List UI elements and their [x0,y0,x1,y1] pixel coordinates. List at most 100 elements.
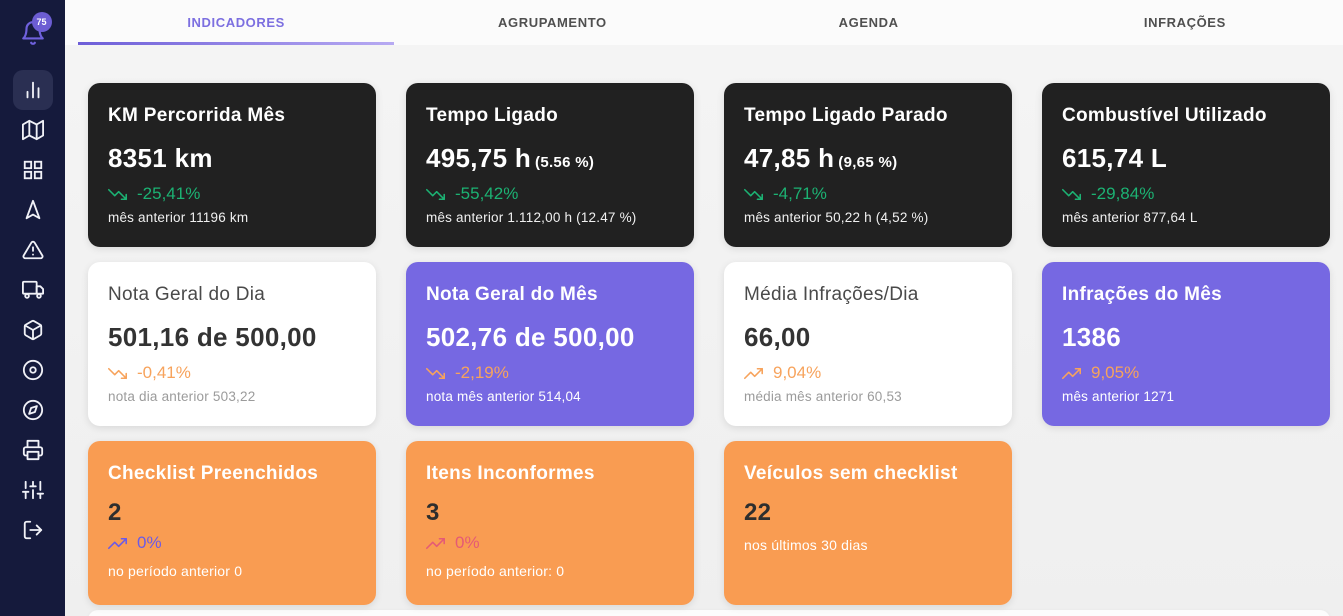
sidebar-item-navigation[interactable] [13,190,53,230]
sidebar-item-cargo[interactable] [13,310,53,350]
card-subtitle: no período anterior: 0 [426,563,565,579]
navigation-arrow-icon [25,199,40,220]
card-subtitle: mês anterior 1.112,00 h (12.47 %) [426,210,637,225]
card-subtitle: mês anterior 11196 km [108,210,249,225]
sidebar-item-logout[interactable] [13,510,53,550]
value-main: 495,75 h [426,143,532,173]
compass-icon [22,399,43,421]
value-suffix: (9,65 %) [838,154,898,171]
trend-indicator: 9,04% [744,363,992,383]
sidebar-item-indicators[interactable] [12,70,53,110]
card-subtitle: nota mês anterior 514,04 [426,389,581,404]
card-title: Itens Inconformes [426,463,595,484]
kpi-card-checklist-preenchidos: Checklist Preenchidos 2 0% no período an… [88,441,376,605]
sidebar: 75 [0,0,65,616]
kpi-card-media-infracoes: Média Infrações/Dia 66,00 9,04% média mê… [724,262,1012,426]
card-title: Tempo Ligado [426,105,559,126]
truck-icon [21,280,44,299]
trend-value: 0% [455,533,480,552]
sidebar-item-alerts[interactable] [13,230,53,270]
card-title: Checklist Preenchidos [108,463,319,484]
trending-up-icon [744,367,763,379]
card-title: Veículos sem checklist [744,463,958,484]
card-value: 22 [744,499,772,526]
card-value: 2 [108,499,122,526]
trend-value: -0,41% [137,363,191,382]
trending-down-icon [108,367,127,379]
next-row-card-peek [88,610,1330,616]
tab-agrupamento[interactable]: AGRUPAMENTO [498,15,607,30]
card-value: 3 [426,499,440,526]
trend-indicator: -2,19% [426,363,674,383]
card-title: Nota Geral do Mês [426,284,598,305]
value-suffix: (5.56 %) [535,154,595,171]
card-value: 615,74 L [1062,143,1168,173]
kpi-card-nota-mes: Nota Geral do Mês 502,76 de 500,00 -2,19… [406,262,694,426]
kpi-card-tempo-ligado-parado: Tempo Ligado Parado 47,85 h (9,65 %) -4,7… [724,83,1012,247]
card-subtitle: nota dia anterior 503,22 [108,389,256,404]
card-title: KM Percorrida Mês [108,105,286,126]
printer-icon [22,439,43,461]
card-subtitle: mês anterior 50,22 h (4,52 %) [744,210,929,225]
sidebar-item-settings[interactable] [13,470,53,510]
trending-down-icon [426,367,445,379]
card-subtitle: no período anterior 0 [108,563,243,579]
card-title: Combustível Utilizado [1062,105,1267,126]
notification-badge: 75 [31,12,52,32]
trending-down-icon [744,188,763,200]
main-area: INDICADORES AGRUPAMENTO AGENDA INFRAÇÕES… [65,0,1343,616]
grid-icon [23,160,42,180]
notifications-button[interactable]: 75 [13,10,53,56]
trend-value: 9,04% [773,363,822,382]
card-value: 501,16 de 500,00 [108,322,317,352]
value-main: 47,85 h [744,143,835,173]
tab-agenda[interactable]: AGENDA [838,15,899,30]
trending-down-icon [426,188,445,200]
trending-down-icon [108,188,127,200]
kpi-card-veiculos-sem-checklist: Veículos sem checklist 22 nos últimos 30… [724,441,1012,605]
tabbar: INDICADORES AGRUPAMENTO AGENDA INFRAÇÕES [65,0,1343,45]
trending-up-icon [1062,367,1081,379]
sidebar-item-map[interactable] [13,110,53,150]
sliders-icon [21,480,44,500]
card-subtitle: média mês anterior 60,53 [744,389,902,404]
trending-up-icon [426,537,445,549]
trend-value: -55,42% [455,184,519,203]
card-title: Nota Geral do Dia [108,284,266,305]
bar-chart-icon [26,81,39,99]
trend-indicator: 9,05% [1062,363,1310,383]
sidebar-item-explore[interactable] [13,390,53,430]
map-icon [21,119,44,141]
dashboard-content: KM Percorrida Mês 8351 km -25,41% mês an… [65,45,1343,616]
kpi-card-km-percorrida: KM Percorrida Mês 8351 km -25,41% mês an… [88,83,376,247]
sidebar-item-dashboard[interactable] [13,150,53,190]
trend-indicator: -4,71% [744,184,992,204]
trending-down-icon [1062,188,1081,200]
card-subtitle: mês anterior 1271 [1062,389,1175,404]
sidebar-item-print[interactable] [13,430,53,470]
kpi-grid: KM Percorrida Mês 8351 km -25,41% mês an… [88,83,1330,605]
trending-up-icon [108,537,127,549]
kpi-card-tempo-ligado: Tempo Ligado 495,75 h (5.56 %) -55,42% mê… [406,83,694,247]
tab-indicadores[interactable]: INDICADORES [78,0,395,45]
trend-indicator: -29,84% [1062,184,1310,204]
card-value: 502,76 de 500,00 [426,322,635,352]
card-title: Média Infrações/Dia [744,284,919,305]
kpi-card-nota-dia: Nota Geral do Dia 501,16 de 500,00 -0,41… [88,262,376,426]
warning-triangle-icon [22,240,43,260]
tab-infracoes[interactable]: INFRAÇÕES [1143,15,1226,30]
kpi-card-itens-inconformes: Itens Inconformes 3 0% no período anteri… [406,441,694,605]
trend-indicator: -55,42% [426,184,674,204]
card-value: 1386 [1062,322,1122,352]
disc-icon [22,359,43,381]
card-subtitle: mês anterior 877,64 L [1062,210,1198,225]
card-value: 8351 km [108,143,213,173]
sidebar-item-targets[interactable] [13,350,53,390]
trend-value: 9,05% [1091,363,1140,382]
card-title: Infrações do Mês [1062,284,1223,305]
trend-indicator: 0% [108,533,356,553]
kpi-card-combustivel: Combustível Utilizado 615,74 L -29,84% m… [1042,83,1330,247]
sidebar-item-vehicles[interactable] [13,270,53,310]
trend-value: -2,19% [455,363,509,382]
card-value: 47,85 h (9,65 %) [744,143,992,174]
